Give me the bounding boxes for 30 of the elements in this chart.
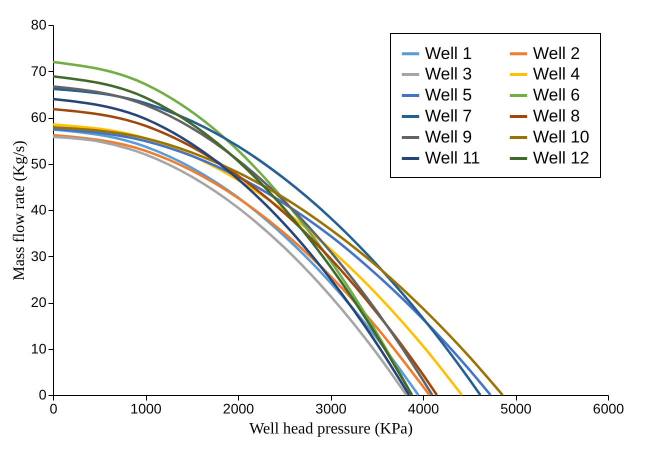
x-tick-label: 4000 xyxy=(408,400,440,416)
legend-label: Well 6 xyxy=(533,86,580,104)
x-tick-label: 0 xyxy=(50,400,58,416)
y-tick-label: 50 xyxy=(30,155,47,172)
y-tick-label: 70 xyxy=(30,62,47,79)
legend-label: Well 11 xyxy=(425,148,480,168)
y-tick-label: 0 xyxy=(38,386,47,402)
x-tick-label: 5000 xyxy=(500,400,532,416)
legend-label: Well 1 xyxy=(425,44,472,63)
x-tick-label: 3000 xyxy=(315,400,347,416)
y-tick-label: 80 xyxy=(30,16,47,32)
legend-label: Well 8 xyxy=(533,106,580,126)
legend-label: Well 9 xyxy=(425,128,472,146)
x-tick-label: 1000 xyxy=(130,400,162,416)
legend-label: Well 3 xyxy=(425,64,472,84)
legend-label: Well 7 xyxy=(425,106,472,126)
y-tick-label: 10 xyxy=(30,340,47,356)
legend-label: Well 12 xyxy=(533,148,590,168)
y-tick-label: 60 xyxy=(30,109,47,125)
legend-label: Well 10 xyxy=(533,128,590,146)
legend-label: Well 4 xyxy=(533,64,580,84)
x-tick-label: 2000 xyxy=(222,400,254,416)
x-tick-label: 6000 xyxy=(592,400,624,416)
legend-label: Well 5 xyxy=(425,86,472,104)
y-tick-label: 30 xyxy=(30,248,47,264)
x-axis-title: Well head pressure (KPa) xyxy=(249,420,413,438)
legend-label: Well 2 xyxy=(533,44,580,63)
y-tick-label: 20 xyxy=(30,294,47,310)
y-axis-title: Mass flow rate (Kg/s) xyxy=(10,140,28,280)
y-tick-label: 40 xyxy=(30,202,47,218)
